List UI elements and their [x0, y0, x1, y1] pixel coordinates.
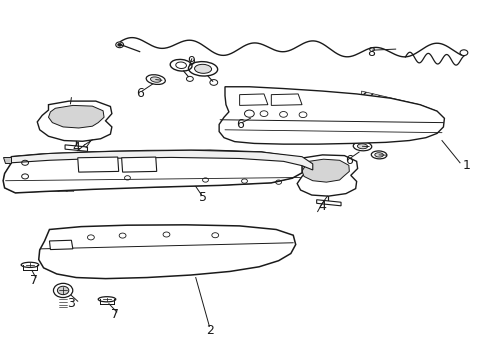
Text: 2: 2: [206, 324, 214, 337]
Ellipse shape: [194, 64, 211, 73]
Ellipse shape: [370, 151, 386, 159]
Ellipse shape: [249, 113, 259, 118]
Polygon shape: [3, 157, 11, 163]
Ellipse shape: [21, 262, 39, 267]
Polygon shape: [302, 159, 348, 182]
Polygon shape: [78, 157, 119, 172]
Polygon shape: [48, 105, 104, 128]
Polygon shape: [11, 150, 312, 170]
Text: 6: 6: [136, 87, 143, 100]
Ellipse shape: [357, 144, 367, 149]
Text: 4: 4: [72, 141, 80, 154]
Polygon shape: [65, 145, 87, 151]
Text: 6: 6: [235, 118, 243, 131]
Text: 3: 3: [67, 297, 75, 310]
Text: 6: 6: [345, 154, 352, 167]
Text: 5: 5: [199, 192, 206, 204]
Text: 7: 7: [111, 308, 119, 321]
Ellipse shape: [150, 77, 161, 82]
Text: 4: 4: [318, 201, 326, 213]
Polygon shape: [37, 101, 112, 141]
Polygon shape: [361, 91, 443, 123]
Ellipse shape: [374, 153, 383, 157]
Ellipse shape: [244, 111, 263, 120]
Polygon shape: [122, 157, 157, 172]
Ellipse shape: [98, 297, 116, 302]
Ellipse shape: [146, 75, 165, 85]
Text: 7: 7: [30, 274, 38, 287]
Text: 8: 8: [366, 46, 374, 59]
Polygon shape: [157, 150, 302, 187]
Polygon shape: [3, 153, 74, 193]
Polygon shape: [219, 87, 444, 144]
Circle shape: [118, 43, 122, 46]
Polygon shape: [297, 155, 357, 196]
Ellipse shape: [352, 142, 371, 151]
Text: 1: 1: [462, 159, 469, 172]
Text: 9: 9: [186, 55, 194, 68]
Circle shape: [57, 286, 69, 294]
Polygon shape: [3, 150, 302, 193]
Polygon shape: [39, 225, 295, 279]
Polygon shape: [316, 200, 340, 206]
Polygon shape: [49, 240, 73, 249]
